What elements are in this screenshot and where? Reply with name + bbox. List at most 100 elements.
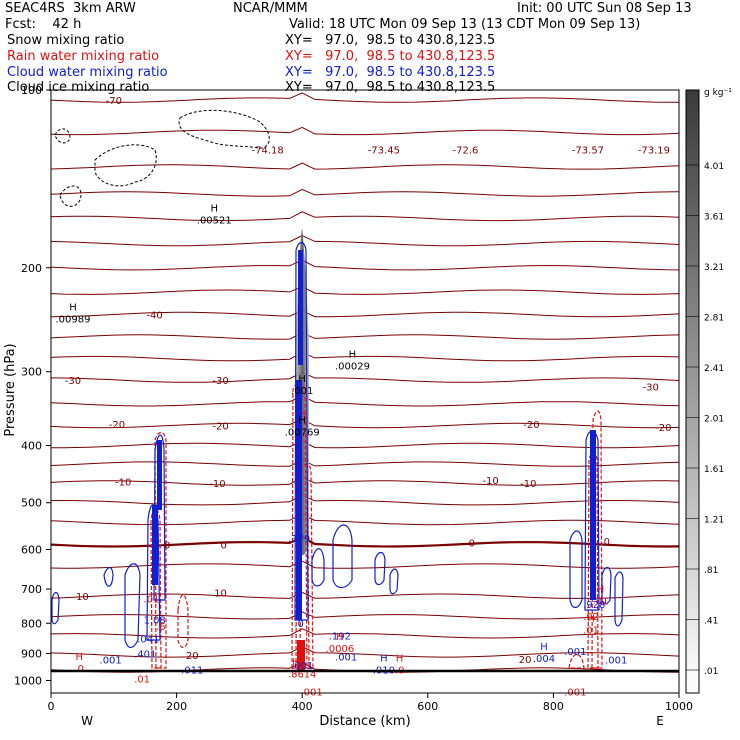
cloud-ice-contours xyxy=(54,109,270,207)
isotherm-line xyxy=(50,371,680,383)
y-tick-label: 100 xyxy=(21,84,42,97)
y-axis-label: Pressure (hPa) xyxy=(3,343,18,436)
maximum-value: .86 xyxy=(288,669,304,680)
colorbar-tick-label: 1.61 xyxy=(704,465,724,475)
maximum-value: .001 xyxy=(291,386,313,397)
x-tick-label: 200 xyxy=(166,700,187,713)
maximum-value: .379 xyxy=(288,534,310,545)
isotherm-line xyxy=(50,494,680,506)
x-axis: 0 200 400 600 800 1000 xyxy=(48,693,693,713)
x-tick-label: 0 xyxy=(48,700,55,713)
colorbar-tick-label: 1.21 xyxy=(704,516,724,526)
field-label-cloud-ice: Cloud ice mixing ratio xyxy=(7,80,150,95)
isotherm-label: 10 xyxy=(214,589,227,600)
maximum-value: .001 xyxy=(335,653,357,664)
field-xy-cloud-ice: XY= 97.0, 98.5 to 430.8,123.5 xyxy=(285,80,496,95)
maximum-value: .01 xyxy=(134,675,150,686)
colorbar-tick-label: 4.01 xyxy=(704,162,724,172)
isotherm-label: 0 xyxy=(221,540,227,551)
maximum-marker: H xyxy=(295,522,303,533)
maximum-value: .001 xyxy=(100,655,122,666)
y-tick-label: 700 xyxy=(21,583,42,596)
isotherm-label: -40 xyxy=(146,311,162,322)
rain-core xyxy=(297,640,305,670)
y-tick-label: 500 xyxy=(21,497,42,510)
isotherm-label: -10 xyxy=(209,479,225,490)
maximum-value: .192 xyxy=(329,632,351,643)
isotherm-label: -10 xyxy=(520,479,536,490)
org-label: NCAR/MMM xyxy=(233,1,308,16)
isotherm-line xyxy=(50,611,679,620)
isotherm-label: 0 xyxy=(604,537,610,548)
maximum-value: .0 xyxy=(74,664,84,675)
maximum-marker: H xyxy=(380,653,388,664)
cloud-water-core xyxy=(152,250,596,620)
colorbar xyxy=(685,89,700,694)
isotherm-line xyxy=(50,259,680,271)
maximum-value: .14 xyxy=(301,669,317,680)
maximum-marker: H xyxy=(396,653,404,664)
isotherm-line xyxy=(50,92,679,103)
isotherm-label: 20 xyxy=(519,655,532,666)
maximum-value: .00521 xyxy=(197,216,232,227)
isotherm-label: -73.19 xyxy=(638,145,670,156)
isotherm-label: -10 xyxy=(115,477,131,488)
isotherm-label: 0 xyxy=(469,539,475,550)
maximum-marker: H xyxy=(597,584,605,595)
colorbar-unit: g kg⁻¹ xyxy=(704,88,732,98)
isotherm-line xyxy=(50,418,680,429)
west-label: W xyxy=(81,714,93,728)
x-tick-label: 400 xyxy=(292,700,313,713)
isotherm-line xyxy=(50,309,680,318)
maximum-marker: H xyxy=(69,302,77,313)
isotherm-label: -73.45 xyxy=(368,145,400,156)
colorbar-tick-label: 3.61 xyxy=(704,213,724,223)
field-xy-cloud-water: XY= 97.0, 98.5 to 430.8,123.5 xyxy=(285,65,496,80)
maximum-marker: H xyxy=(587,613,595,624)
y-tick-label: 600 xyxy=(21,543,42,556)
isotherm-label: 10 xyxy=(76,592,89,603)
isotherm-label: -73.57 xyxy=(572,145,604,156)
isotherm-label: -30 xyxy=(643,383,659,394)
isotherm-label: -20 xyxy=(523,420,539,431)
maximum-marker: H xyxy=(292,657,300,668)
colorbar-tick-label: 2.81 xyxy=(704,314,724,324)
model-title: SEAC4RS 3km ARW xyxy=(5,1,136,16)
maximum-value: .0006 xyxy=(326,644,355,655)
x-tick-label: 800 xyxy=(543,700,564,713)
isotherm-label: -30 xyxy=(212,376,228,387)
isotherm-label: 20 xyxy=(186,651,199,662)
maximum-value: 1.08 xyxy=(143,615,165,626)
isotherm-line xyxy=(50,477,680,486)
isotherm-line xyxy=(51,440,680,449)
isotherm-label: -20 xyxy=(109,420,125,431)
y-tick-label: 200 xyxy=(21,262,42,275)
y-tick-label: 1000 xyxy=(14,674,42,687)
maximum-value: .0 xyxy=(294,619,304,630)
colorbar-tick-label: .81 xyxy=(704,566,718,576)
maximum-value: .401 xyxy=(134,650,156,661)
maximum-value: .001 xyxy=(564,647,586,658)
isotherm-line xyxy=(50,211,680,222)
plot-frame xyxy=(50,89,680,694)
maximum-marker: H xyxy=(298,416,306,427)
cloud-water-contours xyxy=(51,241,624,649)
x-tick-label: 1000 xyxy=(665,700,693,713)
forecast-hour: Fcst: 42 h xyxy=(5,17,82,32)
colorbar-tick-label: 2.01 xyxy=(704,415,724,425)
maximum-value: .01 xyxy=(593,596,609,607)
isotherm-label: -70 xyxy=(106,96,122,107)
maximum-marker: H xyxy=(540,642,548,653)
maximum-marker: H xyxy=(211,204,219,215)
isotherm-label: -72.6 xyxy=(453,145,479,156)
x-axis-label: Distance (km) xyxy=(319,714,410,729)
valid-time: Valid: 18 UTC Mon 09 Sep 13 (13 CDT Mon … xyxy=(289,17,641,32)
colorbar-tick-label: 3.21 xyxy=(704,263,724,273)
y-tick-label: 300 xyxy=(21,366,42,379)
maximum-marker: H xyxy=(336,632,344,643)
maximum-marker: H xyxy=(298,374,306,385)
colorbar-tick-label: .41 xyxy=(704,617,718,627)
maximum-value: .01 xyxy=(583,625,599,636)
maximum-value: .001 xyxy=(605,655,627,666)
